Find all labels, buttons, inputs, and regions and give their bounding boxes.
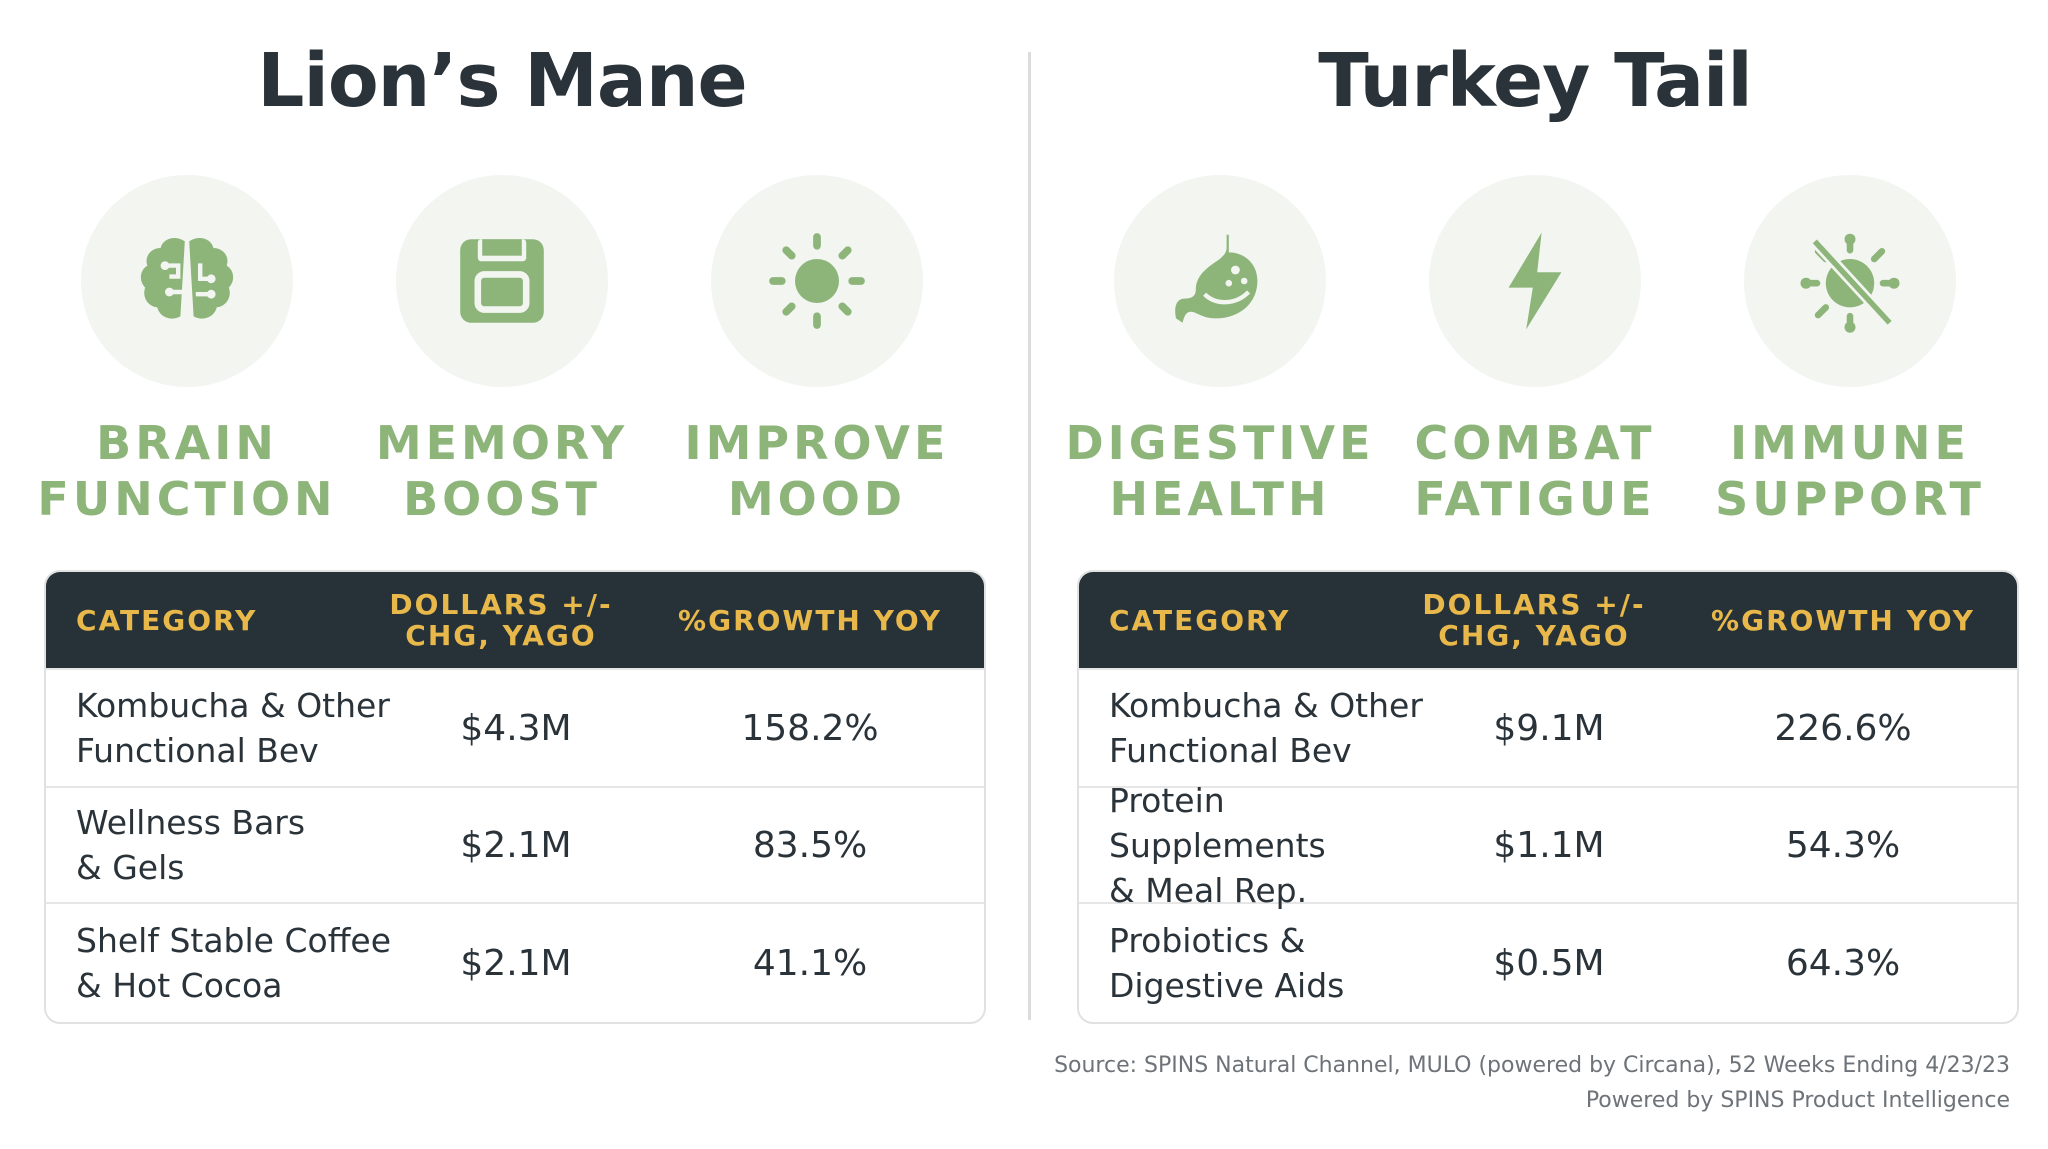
panel-divider: [1028, 52, 1031, 1020]
table-row: Wellness Bars & Gels $2.1M 83.5%: [46, 786, 984, 902]
benefit-circle: [1744, 175, 1956, 387]
cell-growth: 158.2%: [741, 707, 879, 749]
source-footnote: Source: SPINS Natural Channel, MULO (pow…: [1054, 1048, 2010, 1118]
panel-title: Lion’s Mane: [257, 38, 747, 124]
cell-growth: 54.3%: [1785, 824, 1901, 866]
benefit-label: COMBAT FATIGUE: [1414, 416, 1656, 526]
lightning-icon: [1508, 232, 1562, 330]
benefit-immune-support: IMMUNE SUPPORT: [1685, 175, 2015, 527]
cell-category: Wellness Bars & Gels: [76, 803, 306, 887]
table-row: Shelf Stable Coffee & Hot Cocoa $2.1M 41…: [46, 902, 984, 1022]
panel-title: Turkey Tail: [1318, 38, 1753, 124]
header-dollars: DOLLARS +/- CHG, YAGO: [1422, 588, 1646, 652]
table-row: Protein Supplements & Meal Rep. $1.1M 54…: [1079, 781, 2017, 910]
cell-dollars: $4.3M: [460, 707, 572, 749]
cell-dollars: $2.1M: [460, 824, 572, 866]
cell-growth: 41.1%: [752, 942, 868, 984]
benefit-circle: [1114, 175, 1326, 387]
benefit-label: IMPROVE MOOD: [684, 416, 950, 526]
benefit-circle: [81, 175, 293, 387]
benefit-label: BRAIN FUNCTION: [37, 416, 337, 526]
benefit-label: MEMORY BOOST: [375, 416, 629, 526]
stomach-icon: [1175, 234, 1258, 323]
category-table: CATEGORY DOLLARS +/- CHG, YAGO %GROWTH Y…: [1077, 570, 2019, 1024]
benefit-memory-boost: MEMORY BOOST: [337, 175, 667, 527]
cell-growth: 226.6%: [1774, 707, 1912, 749]
table-row: Kombucha & Other Functional Bev $9.1M 22…: [1079, 668, 2017, 786]
table-row: Probiotics & Digestive Aids $0.5M 64.3%: [1079, 902, 2017, 1022]
cell-dollars: $1.1M: [1493, 824, 1605, 866]
benefit-improve-mood: IMPROVE MOOD: [652, 175, 982, 527]
cell-category: Shelf Stable Coffee & Hot Cocoa: [76, 921, 392, 1005]
benefit-label: DIGESTIVE HEALTH: [1065, 416, 1375, 526]
turkey-tail-panel: Turkey Tail DIGESTIVE HEALTH COMBAT FATI…: [1055, 0, 2048, 1050]
cell-dollars: $0.5M: [1493, 942, 1605, 984]
header-category: CATEGORY: [76, 603, 258, 637]
benefit-circle: [711, 175, 923, 387]
benefit-circle: [1429, 175, 1641, 387]
cell-growth: 83.5%: [752, 824, 868, 866]
cell-category: Kombucha & Other Functional Bev: [76, 686, 390, 770]
table-header: CATEGORY DOLLARS +/- CHG, YAGO %GROWTH Y…: [1079, 572, 2017, 668]
benefit-combat-fatigue: COMBAT FATIGUE: [1370, 175, 1700, 527]
cell-dollars: $9.1M: [1493, 707, 1605, 749]
table-header: CATEGORY DOLLARS +/- CHG, YAGO %GROWTH Y…: [46, 572, 984, 668]
cell-dollars: $2.1M: [460, 942, 572, 984]
header-growth: %GROWTH YOY: [678, 603, 942, 637]
header-growth: %GROWTH YOY: [1711, 603, 1975, 637]
lions-mane-panel: Lion’s Mane BRAIN FUNCTION: [22, 0, 1022, 1050]
benefit-label: IMMUNE SUPPORT: [1715, 416, 1985, 526]
benefit-digestive-health: DIGESTIVE HEALTH: [1055, 175, 1385, 527]
cell-category: Probiotics & Digestive Aids: [1109, 921, 1345, 1005]
cell-category: Kombucha & Other Functional Bev: [1109, 686, 1423, 770]
header-dollars: DOLLARS +/- CHG, YAGO: [389, 588, 613, 652]
source-text: Source: SPINS Natural Channel, MULO (pow…: [1054, 1053, 2010, 1078]
benefit-circle: [396, 175, 608, 387]
cell-category: Protein Supplements & Meal Rep.: [1109, 780, 1326, 910]
brain-icon: [140, 237, 234, 319]
header-category: CATEGORY: [1109, 603, 1291, 637]
benefit-brain-function: BRAIN FUNCTION: [22, 175, 352, 527]
table-row: Kombucha & Other Functional Bev $4.3M 15…: [46, 668, 984, 786]
sun-icon: [769, 233, 865, 329]
powered-by-text: Powered by SPINS Product Intelligence: [1585, 1088, 2010, 1113]
category-table: CATEGORY DOLLARS +/- CHG, YAGO %GROWTH Y…: [44, 570, 986, 1024]
floppy-disk-icon: [460, 239, 544, 323]
cell-growth: 64.3%: [1785, 942, 1901, 984]
virus-crossed-icon: [1800, 233, 1900, 333]
